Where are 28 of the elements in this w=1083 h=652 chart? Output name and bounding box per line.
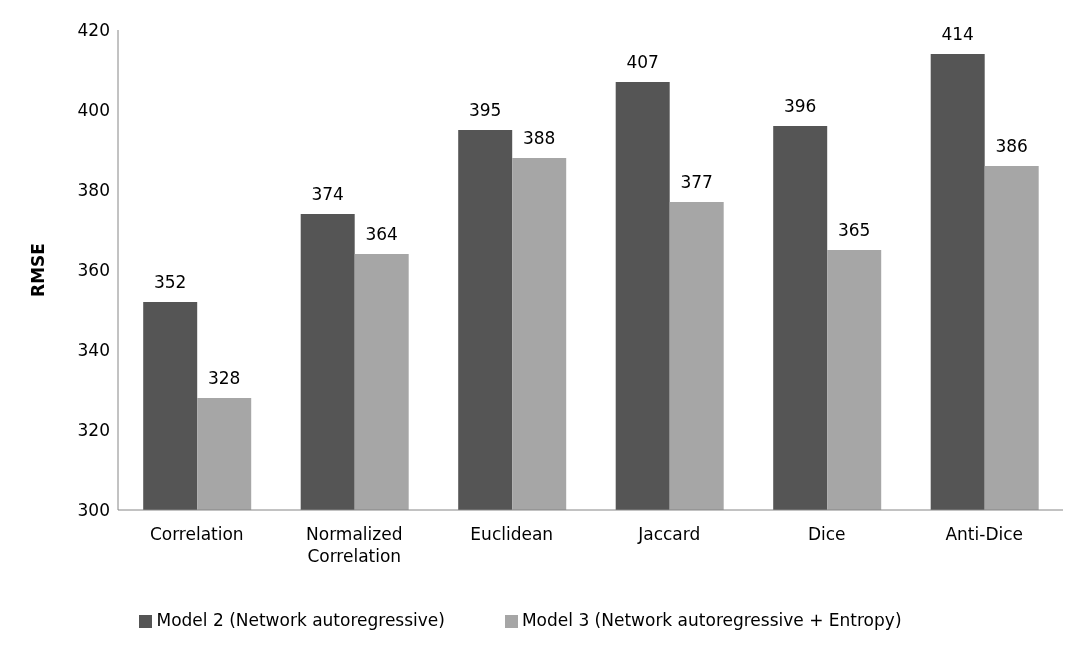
y-tick-label: 380 (77, 180, 110, 201)
y-tick-label: 420 (77, 20, 110, 41)
data-label: 364 (365, 224, 398, 244)
data-label: 407 (626, 52, 659, 72)
x-tick-label: Jaccard (637, 524, 701, 544)
data-label: 365 (837, 220, 871, 240)
data-label: 352 (153, 272, 187, 292)
x-tick-label: Normalized Correlation (306, 524, 403, 566)
y-tick-label: 300 (77, 500, 110, 521)
y-tick-label: 320 (77, 420, 110, 441)
x-tick-label: Correlation (149, 524, 244, 544)
data-label: 386 (995, 136, 1028, 156)
y-axis-title: RMSE (28, 243, 49, 297)
data-label: 377 (680, 172, 713, 192)
data-label: 328 (207, 368, 241, 388)
x-tick-label: Euclidean (470, 524, 554, 544)
data-label: 388 (522, 128, 556, 148)
data-label: 374 (311, 184, 344, 204)
y-tick-label: 340 (77, 340, 110, 361)
x-tick-label: Dice (807, 524, 846, 544)
legend-label: Model 3 (Network autoregressive + Entropy) (521, 610, 902, 630)
x-tick-label: Anti-Dice (945, 524, 1024, 544)
data-label: 396 (783, 96, 817, 116)
data-label: 414 (941, 24, 974, 44)
y-tick-label: 400 (77, 100, 110, 121)
data-label: 395 (468, 100, 502, 120)
legend-label: Model 2 (Network autoregressive) (156, 610, 445, 630)
y-tick-label: 360 (77, 260, 110, 281)
